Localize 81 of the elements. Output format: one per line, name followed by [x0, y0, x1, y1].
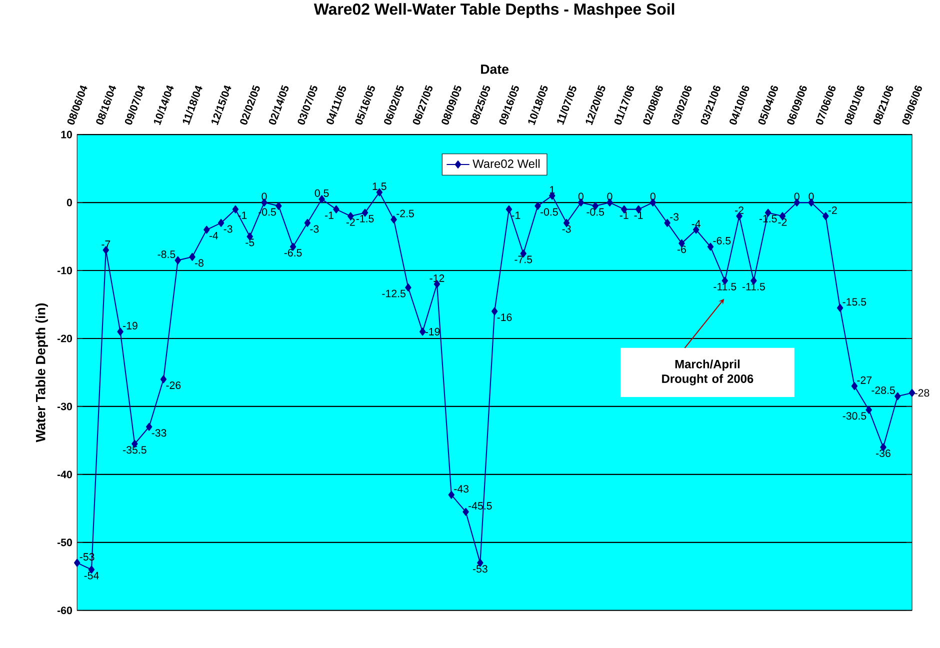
point	[232, 205, 239, 214]
point	[276, 202, 282, 210]
data-label: -27	[857, 376, 872, 384]
legend-label: Ware02 Well	[472, 159, 540, 168]
data-label: -30.5	[842, 412, 866, 420]
point	[894, 392, 901, 400]
data-label: -8	[195, 259, 204, 267]
data-label: -1.5	[356, 214, 374, 222]
data-label: -28	[914, 389, 930, 397]
data-label: -2	[346, 218, 355, 226]
data-label: -16	[497, 313, 512, 321]
data-label: 1.5	[372, 182, 386, 190]
point	[866, 406, 872, 414]
y-tick-label: -30	[57, 402, 72, 410]
y-tick-label: -60	[57, 606, 72, 614]
data-label: -7	[102, 240, 110, 248]
y-tick-label: 0	[66, 198, 72, 206]
point	[836, 304, 844, 312]
point	[491, 307, 498, 316]
y-axis-title: Water Table Depth (in)	[36, 303, 48, 442]
data-label: -6	[677, 245, 686, 254]
data-label: -28.5	[872, 386, 895, 394]
data-label: -2.5	[396, 210, 414, 218]
data-label: -1	[512, 211, 520, 219]
point	[204, 226, 210, 234]
y-tick-label: -40	[57, 470, 72, 478]
x-axis-title: Date	[481, 64, 509, 74]
point	[333, 205, 340, 214]
point	[189, 252, 196, 261]
data-label: -0.5	[586, 208, 604, 216]
point	[74, 558, 80, 567]
point	[822, 212, 829, 220]
data-label: -35.5	[123, 446, 146, 454]
chart-title: Ware02 Well-Water Table Depths - Mashpee Soil	[314, 3, 674, 18]
y-tick-label: -10	[57, 266, 72, 274]
data-label: -1	[620, 211, 628, 219]
data-label: -19	[425, 328, 440, 336]
data-label: -3	[670, 213, 679, 221]
data-label: -4	[692, 220, 701, 228]
point	[117, 328, 124, 336]
point	[218, 218, 224, 227]
data-label: -3	[224, 225, 232, 233]
point	[405, 283, 412, 292]
data-label: -3	[310, 225, 319, 233]
data-label: -0.5	[540, 208, 558, 216]
data-label: -11.5	[742, 282, 765, 290]
point	[534, 202, 541, 210]
point	[448, 490, 455, 499]
point	[707, 242, 714, 251]
data-label: -6.5	[284, 248, 302, 256]
point	[160, 375, 167, 384]
y-tick-label: -20	[57, 334, 72, 342]
data-label: -1	[634, 211, 643, 219]
data-label: -6.5	[713, 236, 731, 244]
annotation: March/April Drought of 2006	[662, 359, 754, 386]
data-label: -7.5	[514, 256, 532, 264]
data-label: -4	[209, 232, 218, 240]
point	[146, 422, 152, 431]
point	[462, 508, 469, 516]
data-label: -54	[84, 572, 99, 580]
data-label: -11.5	[714, 282, 736, 290]
data-label: -12.5	[382, 290, 406, 298]
data-label: -33	[152, 429, 166, 437]
data-label: -2	[778, 218, 787, 226]
point	[304, 218, 311, 227]
point	[390, 215, 397, 224]
data-label: -36	[876, 449, 890, 457]
data-label: -15.5	[842, 298, 866, 306]
data-label: -19	[123, 322, 138, 330]
data-label: -2	[828, 206, 837, 214]
data-label: -43	[454, 484, 469, 492]
y-tick-label: 10	[61, 130, 72, 138]
data-label: -26	[166, 381, 181, 389]
y-tick-label: -50	[57, 538, 72, 546]
point	[506, 205, 512, 214]
point	[851, 382, 858, 390]
data-label: -8.5	[158, 250, 176, 258]
data-label: 0.5	[314, 189, 329, 197]
point	[174, 256, 181, 264]
data-label: -1	[324, 211, 334, 219]
point	[664, 218, 670, 227]
